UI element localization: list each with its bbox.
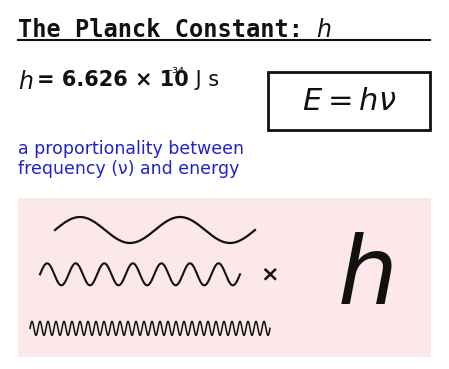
Text: $\boldsymbol{\mathit{E = h\nu}}$: $\boldsymbol{\mathit{E = h\nu}}$ <box>302 86 396 115</box>
Text: frequency (ν) and energy: frequency (ν) and energy <box>18 160 239 178</box>
Text: ⁻³⁴: ⁻³⁴ <box>165 66 185 81</box>
Text: J s: J s <box>189 70 219 90</box>
Text: = 6.626 × 10: = 6.626 × 10 <box>37 70 189 90</box>
FancyBboxPatch shape <box>268 72 430 130</box>
Text: $\boldsymbol{\mathit{h}}$: $\boldsymbol{\mathit{h}}$ <box>18 70 33 94</box>
Text: $\mathit{h}$: $\mathit{h}$ <box>337 232 393 323</box>
Text: The Planck Constant:: The Planck Constant: <box>18 18 331 42</box>
FancyBboxPatch shape <box>18 198 431 357</box>
Text: a proportionality between: a proportionality between <box>18 140 244 158</box>
Text: ×: × <box>261 264 279 284</box>
Text: $\mathit{h}$: $\mathit{h}$ <box>316 18 331 42</box>
